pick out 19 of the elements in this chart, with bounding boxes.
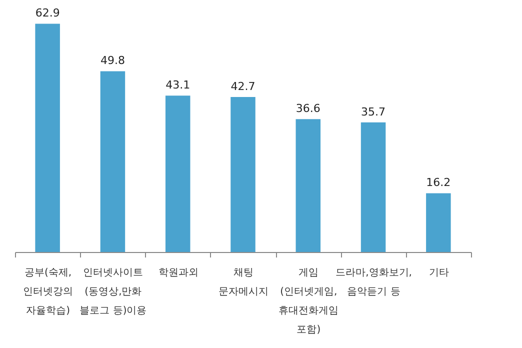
bar (35, 24, 60, 252)
data-label: 43.1 (166, 78, 190, 92)
data-label: 16.2 (426, 176, 451, 190)
x-tick-label: 학원과외 (158, 268, 198, 278)
x-tick-label: 기타 (428, 268, 449, 278)
bar (360, 122, 386, 252)
data-label: 49.8 (100, 54, 125, 68)
data-label: 62.9 (35, 6, 60, 20)
data-label: 35.7 (361, 105, 386, 118)
bar (230, 97, 256, 252)
x-tick-label: 인터넷사이트 (동영상,만화 블로그 등)이용 (80, 268, 147, 316)
bar (100, 71, 126, 252)
data-label: 36.6 (296, 102, 320, 116)
x-tick-label: 공부(숙제, 인터넷강의 자율학습) (23, 268, 74, 316)
bar (426, 193, 451, 252)
bar (296, 119, 321, 252)
data-label: 42.7 (230, 80, 256, 94)
x-tick-label: 채팅 문자메시지 (218, 268, 268, 298)
bar (165, 96, 190, 252)
